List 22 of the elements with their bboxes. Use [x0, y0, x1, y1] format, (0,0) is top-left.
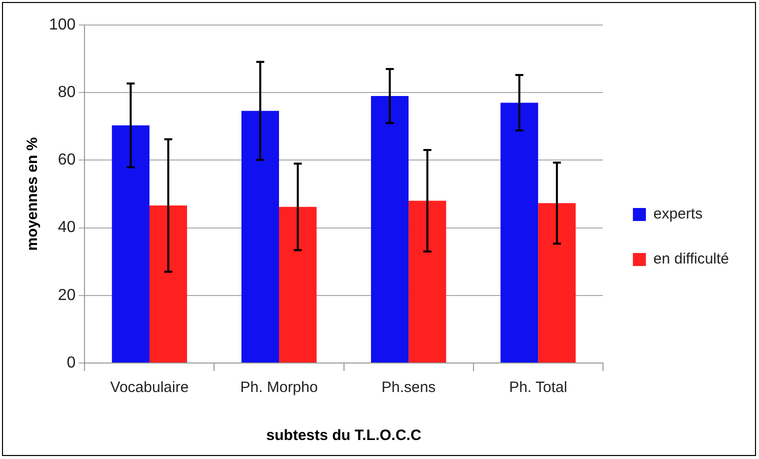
x-axis-title: subtests du T.L.O.C.C: [266, 427, 422, 444]
legend-label: en difficulté: [653, 250, 729, 268]
y-axis-title: moyennes en %: [24, 137, 42, 251]
bar: [112, 125, 150, 362]
bar: [500, 102, 538, 362]
y-tick-label: 100: [48, 16, 76, 34]
bar: [371, 96, 409, 362]
x-tick-label: Ph. Morpho: [240, 379, 318, 396]
legend-label: experts: [653, 206, 703, 223]
y-tick-label: 80: [58, 84, 76, 102]
y-tick-label: 0: [66, 354, 76, 372]
x-tick-label: Ph. Total: [509, 379, 568, 396]
bar: [279, 206, 317, 362]
y-tick-label: 40: [58, 219, 76, 236]
bar: [241, 110, 280, 362]
bar: [149, 205, 188, 362]
bar: [538, 203, 576, 362]
y-tick-label: 20: [58, 286, 76, 304]
x-tick-label: Ph.sens: [381, 379, 436, 396]
y-tick-label: 60: [58, 152, 76, 169]
x-tick-label: Vocabulaire: [110, 379, 189, 396]
bar: [408, 200, 446, 362]
